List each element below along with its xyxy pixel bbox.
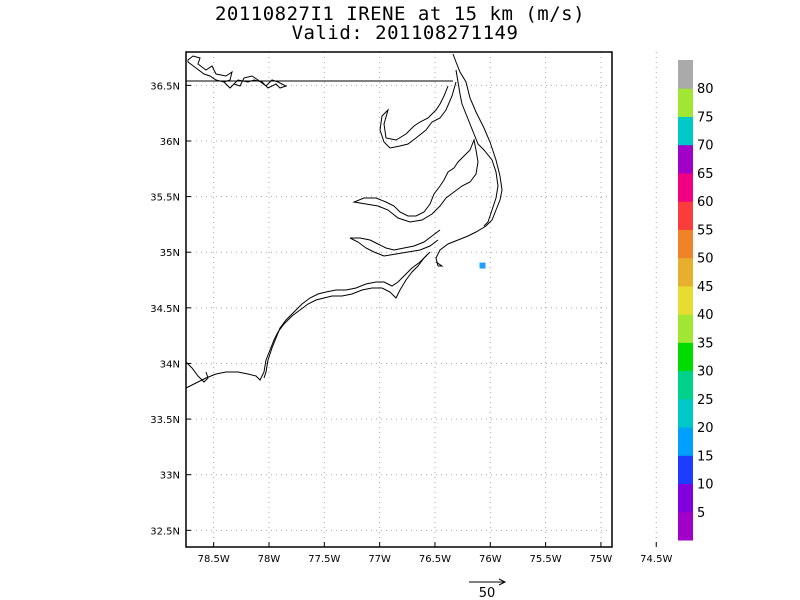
- data-point-0: [479, 262, 486, 269]
- vector-scale-arrowhead: [498, 578, 507, 586]
- x-tick-label: 77W: [368, 554, 391, 565]
- x-tick-label: 76.5W: [419, 554, 451, 565]
- colorbar-swatch-15: [678, 88, 693, 117]
- colorbar-swatch-4: [678, 398, 693, 428]
- x-tick-labels: 78.5W 78W 77.5W 77W 76.5W 76W 75.5W 75W 74.5W: [198, 554, 673, 565]
- y-tick-label: 35.5N: [150, 193, 180, 204]
- data-marks: [479, 262, 486, 269]
- plot-frame: [185, 51, 613, 548]
- colorbar-label: 35: [697, 336, 714, 351]
- colorbar-swatch-1: [678, 483, 693, 513]
- colorbar-swatch-3: [678, 427, 693, 456]
- coast-south-inner: [263, 253, 429, 379]
- colorbar-swatch-12: [678, 172, 693, 202]
- x-tick-label: 74.5W: [640, 554, 672, 565]
- colorbar-label: 20: [697, 421, 714, 436]
- x-tick-label: 78.5W: [198, 554, 230, 565]
- colorbar-label: 30: [697, 365, 714, 380]
- coast-sound-middle: [352, 138, 479, 223]
- colorbar-swatch-0: [678, 511, 693, 541]
- colorbar-swatch-8: [678, 285, 693, 315]
- x-tick-label: 77.5W: [308, 554, 340, 565]
- x-tick-label: 75.5W: [530, 554, 562, 565]
- colorbar-label: 45: [697, 280, 714, 295]
- colorbar-label: 80: [697, 82, 714, 97]
- colorbar-swatch-2: [678, 455, 693, 485]
- colorbar-label: 70: [697, 139, 714, 154]
- colorbar-swatch-9: [678, 257, 693, 287]
- y-tick-label: 32.5N: [150, 526, 180, 537]
- coast-outer-banks-inner: [455, 69, 499, 227]
- colorbar-swatch-6: [678, 342, 693, 372]
- colorbar-swatch-14: [678, 116, 693, 146]
- colorbar-label: 5: [697, 506, 705, 521]
- colorbar-label: 40: [697, 308, 714, 323]
- colorbar-label: 75: [697, 110, 714, 125]
- chart-valid-time: Valid: 201108271149: [291, 22, 519, 44]
- y-tick-label: 34N: [160, 359, 180, 370]
- coast-albemarle-west: [187, 55, 288, 89]
- y-tick-label: 36.5N: [150, 81, 180, 92]
- colorbar-label: 65: [697, 167, 714, 182]
- colorbar: 5 10 15 20 25 30 35 40 45 50 55 60 65 70 75 80: [678, 60, 714, 541]
- vector-scale: 50: [469, 578, 507, 600]
- colorbar-swatch-7: [678, 314, 693, 343]
- colorbar-swatch-11: [678, 201, 693, 230]
- colorbar-label: 50: [697, 252, 714, 267]
- y-tick-labels: 36.5N 36N 35.5N 35N 34.5N 34N 33.5N 33N 32.5N: [150, 81, 180, 537]
- colorbar-label: 60: [697, 195, 714, 210]
- colorbar-label: 15: [697, 449, 714, 464]
- colorbar-swatch-16: [678, 60, 693, 89]
- coast-outer-banks: [435, 53, 503, 267]
- colorbar-swatch-13: [678, 144, 693, 174]
- gridlines: [186, 52, 657, 547]
- colorbar-label: 10: [697, 478, 714, 493]
- coast-sound-north: [379, 81, 457, 149]
- coastline: [185, 53, 503, 389]
- x-tick-label: 78W: [258, 554, 281, 565]
- y-tick-label: 33.5N: [150, 415, 180, 426]
- colorbar-swatch-10: [678, 229, 693, 259]
- coast-pamlico-river: [349, 229, 441, 257]
- y-tick-label: 35N: [160, 248, 180, 259]
- colorbar-label: 25: [697, 393, 714, 408]
- coast-cape-fear: [185, 361, 209, 383]
- vector-scale-label: 50: [479, 586, 496, 600]
- x-tick-label: 76W: [479, 554, 502, 565]
- colorbar-label: 55: [697, 223, 714, 238]
- y-tick-label: 36N: [160, 137, 180, 148]
- coast-cape-lookout: [435, 261, 444, 267]
- x-tick-label: 75W: [590, 554, 613, 565]
- y-tick-label: 34.5N: [150, 304, 180, 315]
- colorbar-swatch-5: [678, 370, 693, 400]
- coast-south: [185, 251, 431, 389]
- y-tick-label: 33N: [160, 471, 180, 482]
- chart-title: 20110827I1 IRENE at 15 km (m/s): [214, 3, 586, 25]
